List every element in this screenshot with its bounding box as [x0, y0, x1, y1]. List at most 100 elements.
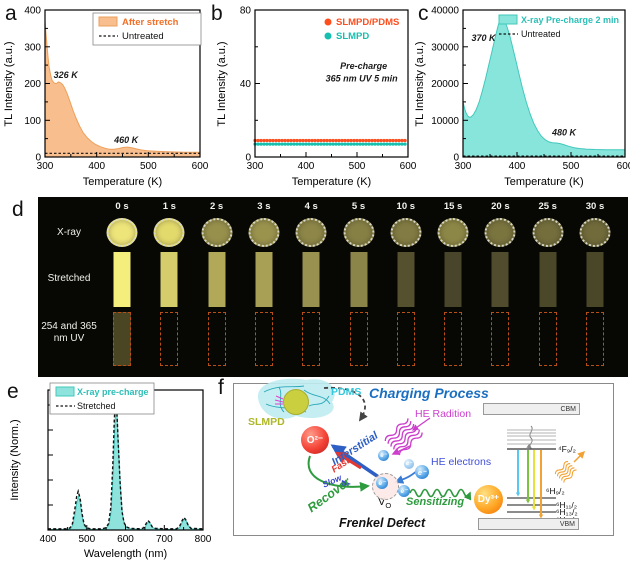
tick-label: 40000 [431, 6, 459, 17]
cbm-band: CBM [483, 403, 580, 415]
xray-sample-photo [390, 218, 422, 247]
tick-label: 600 [117, 534, 134, 545]
tick-label: 0 [453, 153, 459, 164]
he-radiation-label-arrow [411, 417, 431, 431]
dy-ion-sphere: Dy³⁺ [474, 485, 503, 514]
slow-arrowhead [341, 480, 351, 487]
tick-label: 300 [24, 42, 41, 53]
xray-sample-photo [106, 218, 138, 247]
legend-item-untreated: Untreated [499, 29, 561, 39]
sample-column-15-s: 15 s [430, 197, 476, 377]
legend-item-slmpd-pdms: SLMPD/PDMS [324, 17, 399, 28]
legend-item-x-ray-pre-charge-2-min: X-ray Pre-charge 2 min [498, 14, 619, 25]
annotation: 365 nm UV 5 min [326, 74, 399, 84]
charging-process-title: Charging Process [369, 385, 489, 401]
tick-label: 100 [24, 116, 41, 127]
recover-arrow [307, 455, 370, 492]
svg-text:Untreated: Untreated [122, 31, 164, 42]
xray-sample-photo [579, 218, 611, 247]
panel-e-plot: 400 500 600 700 800 X-ray pre-charge Stretched [40, 382, 212, 545]
stretch-release-arrow [323, 387, 368, 422]
tick-label: 600 [617, 161, 630, 172]
sample-column-1-s: 1 s [146, 197, 192, 377]
x-tick-labels: 400 500 600 700 800 [40, 534, 212, 545]
stretched-sample-photo [255, 252, 273, 307]
svg-text:X-ray Pre-charge 2 min: X-ray Pre-charge 2 min [521, 15, 619, 25]
svg-text:⁶H₁₃/₂: ⁶H₁₃/₂ [556, 507, 578, 517]
xray-sample-photo [343, 218, 374, 247]
uv-sample-photo [254, 312, 273, 366]
panel-c-chart: 300 400 500 600 0 10000 20000 30000 40000 370 K 48… [414, 0, 630, 196]
panel-label-d: d [12, 198, 24, 221]
sample-column-30-s: 30 s [572, 197, 618, 377]
vo-sub: O [385, 501, 392, 510]
tick-label: 0 [35, 153, 41, 164]
y-tick-labels: 0 10000 20000 30000 40000 [431, 6, 459, 164]
annotation: 326 K [54, 70, 80, 80]
y-ticks [255, 9, 260, 158]
stretched-sample-photo [113, 252, 131, 307]
svg-text:⁴F₉/₂: ⁴F₉/₂ [558, 444, 576, 454]
x-tick-labels: 300 400 500 600 [455, 161, 630, 172]
stretched-sample-photo [160, 252, 178, 307]
x-ticks [44, 152, 201, 157]
y-tick-labels: 0 40 80 [240, 6, 252, 164]
emission-arrow [573, 450, 586, 463]
stretched-sample-photo [397, 252, 415, 307]
time-label: 15 s [443, 201, 463, 212]
slmpd-excitation-marks [274, 395, 284, 405]
oxygen-ion-sphere: O²⁻ [301, 426, 329, 454]
panel-a-xlabel: Temperature (K) [82, 176, 163, 188]
tick-label: 200 [24, 79, 41, 90]
legend-item-after-stretch: After stretch [98, 16, 179, 28]
uv-sample-photo [113, 312, 131, 366]
panel-label-f: f [218, 376, 224, 399]
slmpd-label: SLMPD [248, 416, 285, 428]
tick-label: 300 [455, 161, 472, 172]
panel-c-plot: 300 400 500 600 0 10000 20000 30000 40000 370 K 48… [431, 6, 630, 173]
vo-label: VO [378, 496, 391, 510]
x-tick-labels: 300 400 500 600 [37, 161, 209, 172]
stretched-sample-photo [444, 252, 462, 307]
panel-e-xlabel: Wavelength (nm) [83, 548, 168, 560]
sample-column-2-s: 2 s [194, 197, 240, 377]
uv-sample-photo [302, 312, 321, 366]
panel-d-photo-strip: X-ray Stretched 254 and 365 nm UV 0 s 1 s 2 s… [38, 197, 628, 377]
series-x-ray-pre-charge [47, 408, 204, 531]
time-label: 5 s [351, 201, 366, 212]
xray-sample-photo [153, 218, 185, 247]
he-radiation-burst [384, 418, 423, 456]
tick-label: 800 [195, 534, 212, 545]
panel-b-plot: 300 400 500 600 0 40 80 Pre-charge 365 nm UV 5 m… [240, 6, 417, 173]
svg-text:SLMPD: SLMPD [336, 31, 369, 42]
x-ticks [254, 152, 409, 157]
tick-label: 10000 [431, 116, 459, 127]
svg-text:⁶H₁₁/₂: ⁶H₁₁/₂ [556, 500, 577, 510]
pdms-label: PDMS [331, 386, 362, 398]
he-radiation-label: HE Radition [415, 408, 472, 420]
legend-item-slmpd: SLMPD [324, 31, 369, 42]
he-radiation-to-electrons-arrow [391, 445, 411, 455]
time-label: 4 s [304, 201, 318, 212]
time-label: 10 s [396, 201, 416, 212]
electron-transfer: e⁻ [398, 485, 410, 497]
electron-1: e⁻ [378, 450, 389, 461]
stretched-sample-photo [491, 252, 509, 307]
sample-column-25-s: 25 s [525, 197, 571, 377]
xray-sample-photo [532, 218, 564, 247]
series-x-ray-pre-charge-2-min [462, 16, 626, 158]
tick-label: 500 [140, 161, 157, 172]
uv-sample-photo [349, 312, 368, 366]
tick-label: 500 [349, 161, 366, 172]
tick-label: 400 [298, 161, 315, 172]
panel-c-xlabel: Temperature (K) [504, 176, 584, 188]
tick-label: 0 [245, 153, 251, 164]
uv-sample-photo [396, 312, 415, 366]
panel-e-ylabel: Intensity (Norm.) [9, 419, 21, 501]
tick-label: 500 [563, 161, 580, 172]
stretched-sample-photo [350, 252, 367, 307]
he-electrons-label: HE electrons [431, 456, 492, 468]
xray-sample-photo [437, 218, 469, 247]
tick-label: 400 [40, 534, 57, 545]
tick-label: 400 [24, 6, 41, 17]
